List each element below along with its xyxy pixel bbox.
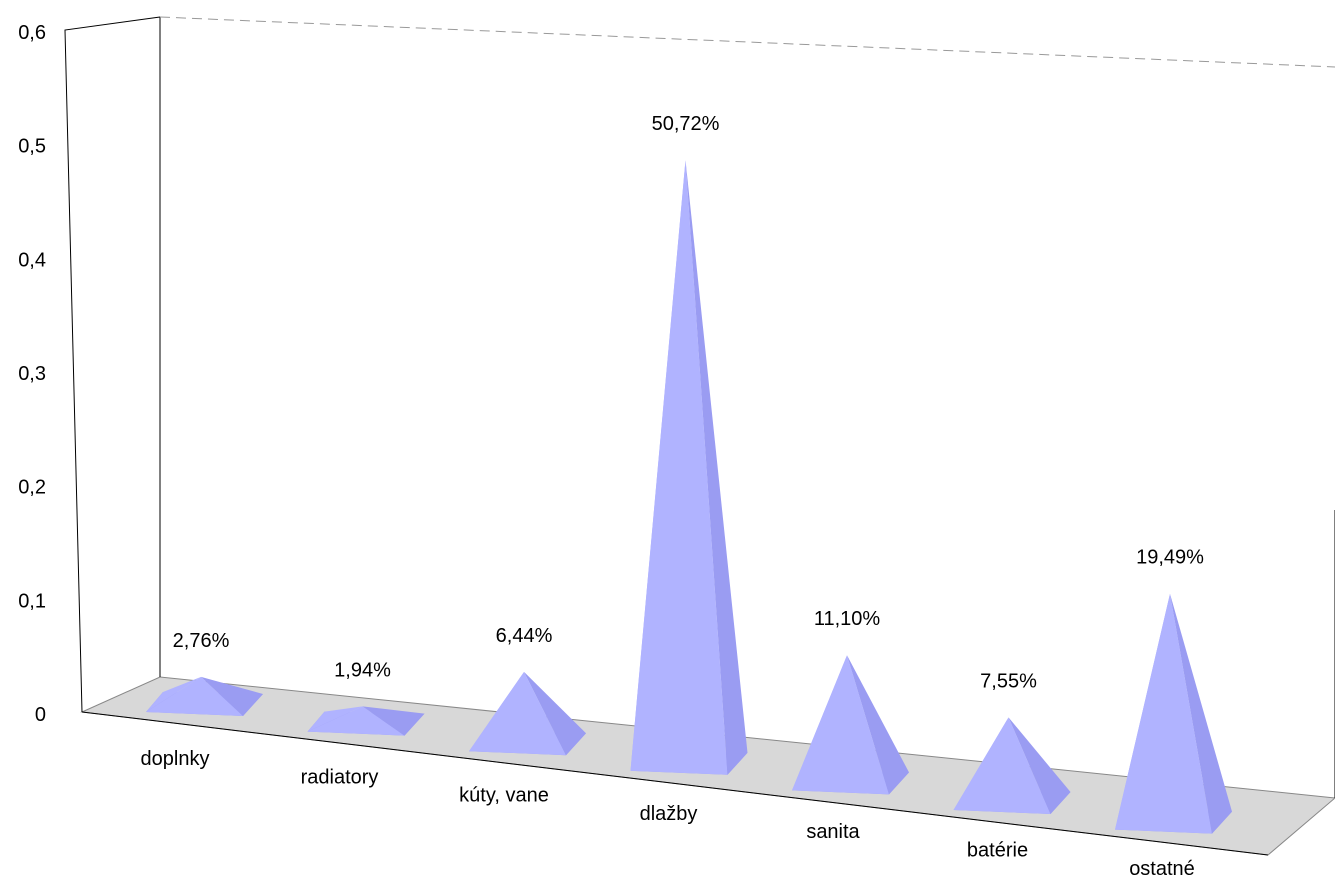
pyramid-face-left — [307, 706, 363, 732]
y-tick-label: 0 — [35, 704, 46, 726]
pyramid-0 — [146, 676, 263, 716]
y-tick-label: 0,6 — [18, 22, 46, 44]
y-tick-label: 0,1 — [18, 590, 46, 612]
category-label: ostatné — [1129, 858, 1195, 880]
y-tick-label: 0,4 — [18, 249, 46, 271]
pyramid-5 — [953, 717, 1071, 814]
pyramid-face-right — [201, 676, 263, 716]
category-label: radiatory — [301, 766, 379, 788]
pyramid-face-front — [469, 671, 566, 756]
data-label: 19,49% — [1136, 547, 1204, 569]
category-label: sanita — [806, 821, 860, 843]
category-label: dlažby — [640, 803, 698, 825]
back-wall-top — [159, 16, 1335, 68]
pyramid-face-front — [1115, 593, 1212, 834]
data-label: 11,10% — [814, 608, 881, 630]
category-label: doplnky — [141, 748, 210, 770]
pyramid-face-right — [1170, 593, 1232, 834]
data-label: 7,55% — [980, 670, 1037, 692]
pyramid-face-front — [146, 676, 243, 716]
category-axis — [81, 711, 1269, 856]
y-tick-label: 0,5 — [18, 136, 46, 158]
pyramid-3 — [630, 160, 748, 775]
data-label: 50,72% — [652, 113, 720, 135]
category-label: kúty, vane — [459, 785, 549, 807]
pyramid-2 — [469, 671, 586, 756]
pyramid-face-right — [1008, 717, 1071, 814]
pyramid-6 — [1115, 593, 1232, 834]
category-label: batérie — [967, 840, 1028, 862]
pyramid-face-right — [524, 671, 586, 756]
pyramid-face-right — [362, 706, 425, 736]
value-axis — [64, 16, 161, 713]
pyramid-face-front — [307, 706, 405, 736]
pyramid-face-right — [847, 655, 909, 795]
data-label: 6,44% — [496, 625, 553, 647]
pyramid-face-front — [630, 160, 728, 775]
data-label: 1,94% — [334, 659, 391, 681]
pyramid-1 — [307, 706, 425, 736]
pyramid-face-front — [953, 717, 1051, 814]
y-tick-label: 0,3 — [18, 363, 46, 385]
pyramid-face-right — [685, 160, 748, 775]
pyramid-4 — [792, 655, 909, 795]
y-tick-label: 0,2 — [18, 477, 46, 499]
pyramid-face-front — [792, 655, 889, 795]
data-label: 2,76% — [173, 630, 230, 652]
